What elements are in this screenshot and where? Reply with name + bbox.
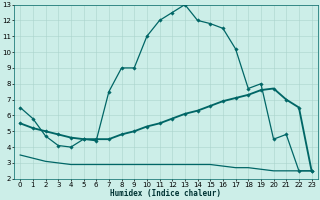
X-axis label: Humidex (Indice chaleur): Humidex (Indice chaleur) bbox=[110, 189, 221, 198]
